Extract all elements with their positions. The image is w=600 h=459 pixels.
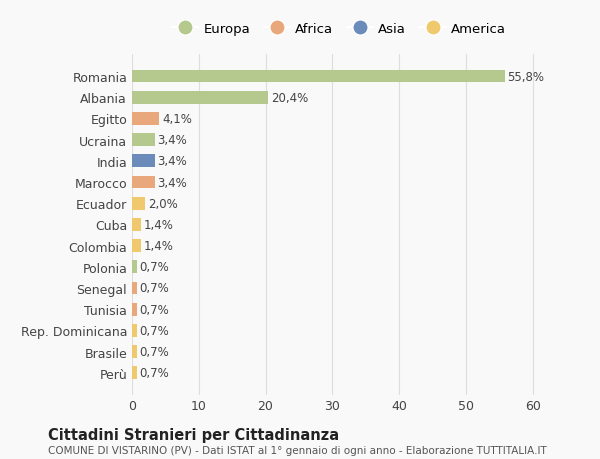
Bar	[132, 261, 137, 274]
Bar	[132, 92, 268, 104]
Text: 20,4%: 20,4%	[271, 91, 308, 105]
Bar	[132, 134, 155, 147]
Bar	[132, 325, 137, 337]
Bar	[132, 346, 137, 358]
Bar	[132, 303, 137, 316]
Bar	[132, 71, 505, 83]
Bar	[132, 282, 137, 295]
Text: 0,7%: 0,7%	[139, 282, 169, 295]
Text: 1,4%: 1,4%	[144, 240, 174, 252]
Text: 0,7%: 0,7%	[139, 261, 169, 274]
Text: 0,7%: 0,7%	[139, 324, 169, 337]
Bar	[132, 240, 142, 252]
Text: 4,1%: 4,1%	[162, 112, 192, 126]
Bar	[132, 155, 155, 168]
Text: 55,8%: 55,8%	[507, 70, 544, 84]
Bar	[132, 367, 137, 379]
Bar	[132, 113, 160, 125]
Text: COMUNE DI VISTARINO (PV) - Dati ISTAT al 1° gennaio di ogni anno - Elaborazione : COMUNE DI VISTARINO (PV) - Dati ISTAT al…	[48, 445, 547, 455]
Text: 1,4%: 1,4%	[144, 218, 174, 231]
Legend: Europa, Africa, Asia, America: Europa, Africa, Asia, America	[167, 17, 511, 41]
Text: 0,7%: 0,7%	[139, 303, 169, 316]
Text: 0,7%: 0,7%	[139, 366, 169, 380]
Text: Cittadini Stranieri per Cittadinanza: Cittadini Stranieri per Cittadinanza	[48, 427, 339, 442]
Bar	[132, 218, 142, 231]
Text: 2,0%: 2,0%	[148, 197, 178, 210]
Text: 3,4%: 3,4%	[157, 134, 187, 147]
Text: 0,7%: 0,7%	[139, 345, 169, 358]
Bar	[132, 176, 155, 189]
Text: 3,4%: 3,4%	[157, 155, 187, 168]
Text: 3,4%: 3,4%	[157, 176, 187, 189]
Bar	[132, 197, 145, 210]
